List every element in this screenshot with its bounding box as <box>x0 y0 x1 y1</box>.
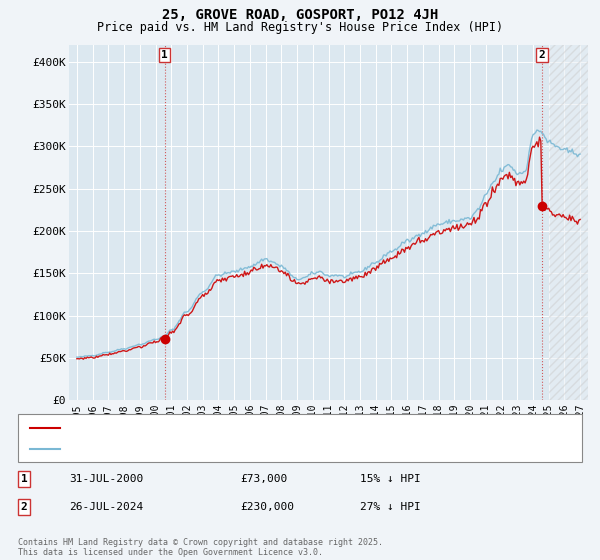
Text: 15% ↓ HPI: 15% ↓ HPI <box>360 474 421 484</box>
Text: Contains HM Land Registry data © Crown copyright and database right 2025.
This d: Contains HM Land Registry data © Crown c… <box>18 538 383 557</box>
Text: Price paid vs. HM Land Registry's House Price Index (HPI): Price paid vs. HM Land Registry's House … <box>97 21 503 34</box>
Text: £230,000: £230,000 <box>240 502 294 512</box>
Bar <box>548 45 588 400</box>
Text: 31-JUL-2000: 31-JUL-2000 <box>69 474 143 484</box>
Text: £73,000: £73,000 <box>240 474 287 484</box>
Text: 27% ↓ HPI: 27% ↓ HPI <box>360 502 421 512</box>
Text: HPI: Average price, semi-detached house, Gosport: HPI: Average price, semi-detached house,… <box>66 444 366 454</box>
Text: 2: 2 <box>539 50 545 60</box>
Text: 1: 1 <box>161 50 168 60</box>
Text: 26-JUL-2024: 26-JUL-2024 <box>69 502 143 512</box>
Text: 1: 1 <box>20 474 28 484</box>
Bar <box>548 45 588 400</box>
Text: 25, GROVE ROAD, GOSPORT, PO12 4JH (semi-detached house): 25, GROVE ROAD, GOSPORT, PO12 4JH (semi-… <box>66 423 410 433</box>
Text: 2: 2 <box>20 502 28 512</box>
Text: 25, GROVE ROAD, GOSPORT, PO12 4JH: 25, GROVE ROAD, GOSPORT, PO12 4JH <box>162 8 438 22</box>
